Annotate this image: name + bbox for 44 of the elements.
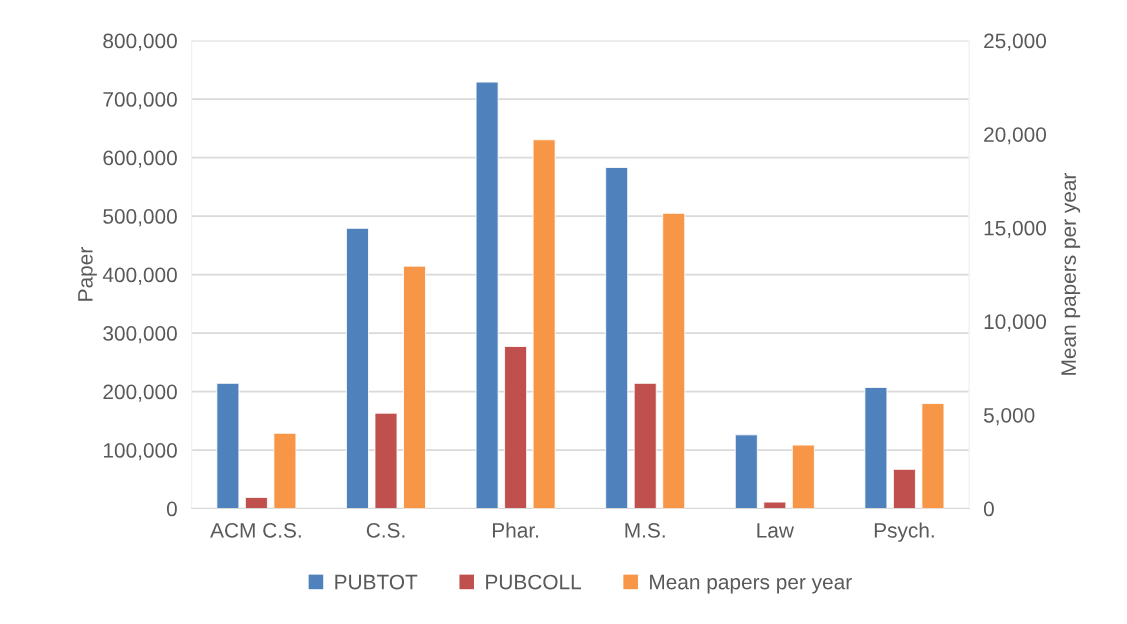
legend-label: PUBTOT <box>335 574 418 590</box>
y-tick-label: 0 <box>166 501 177 517</box>
x-tick-label: Law <box>757 523 794 538</box>
y2-tick-label: 0 <box>983 501 994 517</box>
y-tick-label: 600,000 <box>103 150 177 168</box>
bar <box>273 432 297 509</box>
bar <box>763 501 787 509</box>
x-tick-label: M.S. <box>625 523 665 538</box>
bar <box>403 265 426 509</box>
y-tick-label: 300,000 <box>103 326 177 344</box>
y2-axis-title: Mean papers per year <box>1061 172 1081 375</box>
bar <box>633 382 657 509</box>
bar <box>921 403 945 509</box>
y2-tick-label: 25,000 <box>984 33 1047 51</box>
legend-label: PUBCOLL <box>486 574 582 590</box>
bar <box>244 497 268 509</box>
y-tick-label: 500,000 <box>103 209 177 227</box>
bar <box>734 434 758 509</box>
y2-tick-label: 5,000 <box>983 407 1035 426</box>
x-tick-label: Phar. <box>492 522 539 538</box>
y-tick-label: 400,000 <box>102 267 177 285</box>
bar <box>532 139 556 509</box>
bar <box>216 382 240 509</box>
y-tick-label: 100,000 <box>103 443 177 461</box>
y-axis-title: Paper <box>78 247 97 301</box>
legend-label: Mean papers per year <box>650 574 852 594</box>
bar <box>504 346 528 509</box>
bar <box>605 167 629 509</box>
bar <box>346 227 369 509</box>
y2-tick-label: 20,000 <box>984 127 1047 145</box>
y2-tick-label: 10,000 <box>984 314 1047 332</box>
y2-tick-label: 15,000 <box>984 220 1047 238</box>
x-tick-label: C.S. <box>366 523 405 538</box>
y-tick-label: 200,000 <box>103 384 177 402</box>
bar <box>892 468 916 509</box>
bar <box>475 81 499 509</box>
y-tick-label: 800,000 <box>103 33 177 51</box>
bar <box>791 444 815 509</box>
bar <box>662 212 686 509</box>
x-tick-label: ACM C.S. <box>210 523 301 538</box>
y-tick-label: 700,000 <box>103 92 177 110</box>
bar <box>374 412 398 509</box>
x-tick-label: Psych. <box>874 522 934 542</box>
bar <box>864 387 888 509</box>
